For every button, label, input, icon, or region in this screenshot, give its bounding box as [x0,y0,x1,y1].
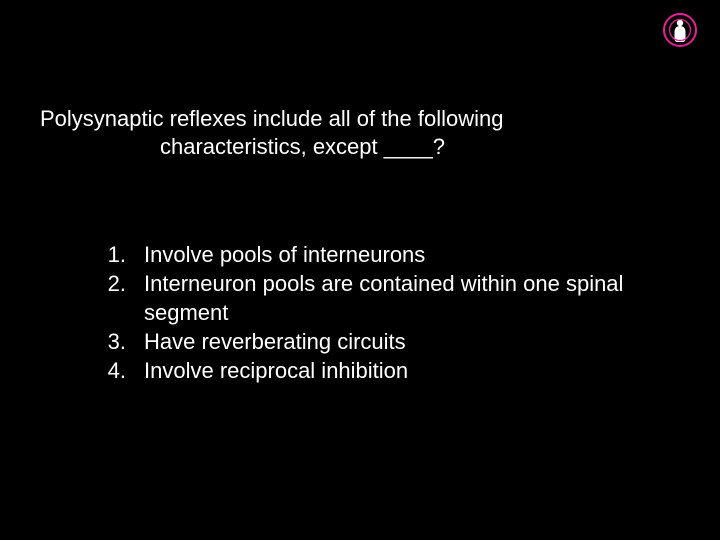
question-text: Polysynaptic reflexes include all of the… [40,105,620,160]
option-item: 2. Interneuron pools are contained withi… [88,269,640,327]
option-item: 3. Have reverberating circuits [88,327,640,356]
option-number: 2. [88,269,144,298]
option-number: 4. [88,356,144,385]
option-text: Involve pools of interneurons [144,240,640,269]
option-text: Interneuron pools are contained within o… [144,269,640,327]
options-list: 1. Involve pools of interneurons 2. Inte… [88,240,640,385]
question-line-2: characteristics, except ____? [40,133,620,161]
option-number: 3. [88,327,144,356]
option-number: 1. [88,240,144,269]
option-text: Involve reciprocal inhibition [144,356,640,385]
option-text: Have reverberating circuits [144,327,640,356]
option-item: 1. Involve pools of interneurons [88,240,640,269]
question-line-1: Polysynaptic reflexes include all of the… [40,105,620,133]
logo-icon [662,12,698,48]
option-item: 4. Involve reciprocal inhibition [88,356,640,385]
